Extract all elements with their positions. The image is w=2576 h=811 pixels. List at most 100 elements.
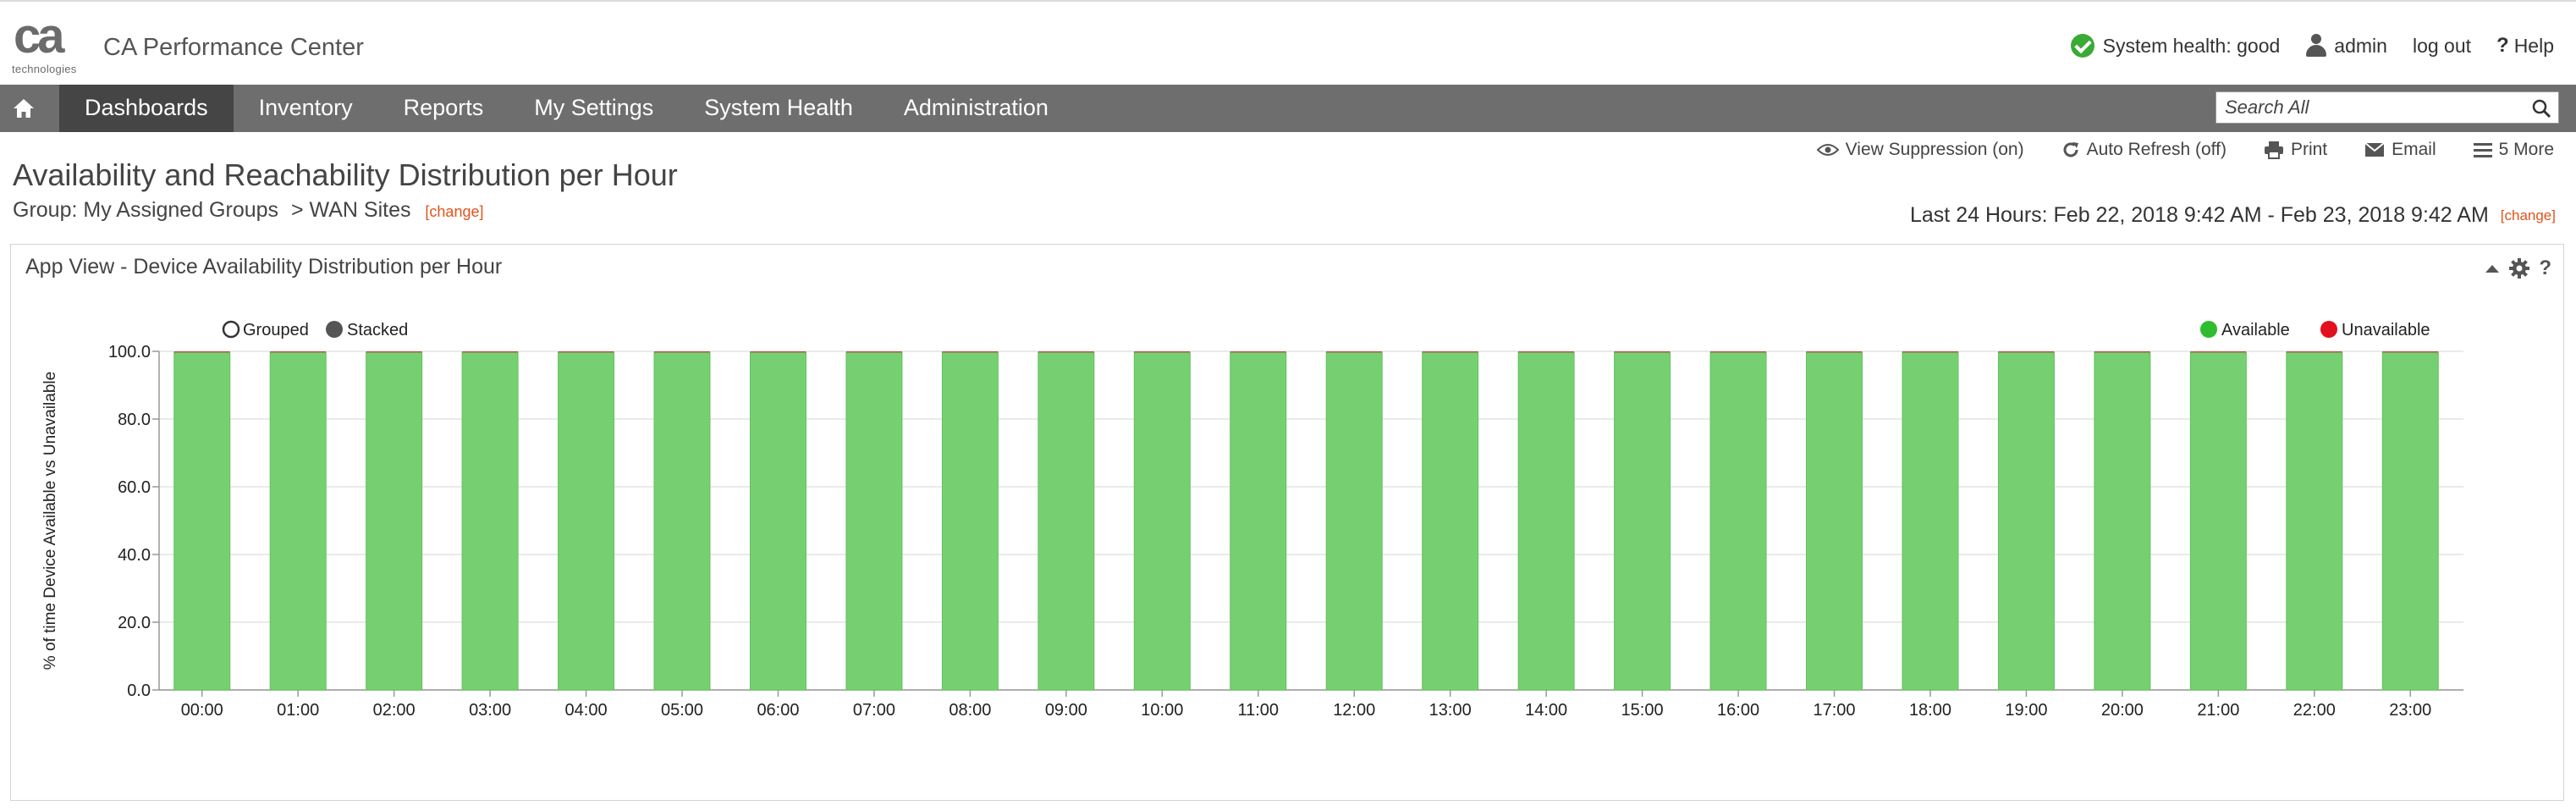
bar-available[interactable] bbox=[173, 351, 231, 691]
bar-available[interactable] bbox=[1038, 351, 1095, 691]
x-tick-label: 21:00 bbox=[2197, 701, 2239, 720]
view-suppression-button[interactable]: View Suppression (on) bbox=[1816, 140, 2024, 160]
nav-tab-reports[interactable]: Reports bbox=[403, 95, 484, 120]
home-icon bbox=[14, 99, 34, 118]
nav-tab-my-settings[interactable]: My Settings bbox=[534, 95, 654, 120]
x-tick-label: 05:00 bbox=[661, 701, 703, 720]
legend-available-swatch bbox=[2200, 321, 2217, 338]
bar-available[interactable] bbox=[1997, 351, 2055, 691]
bar-available[interactable] bbox=[2189, 351, 2247, 691]
time-range: Last 24 Hours: Feb 22, 2018 9:42 AM - Fe… bbox=[1910, 203, 2556, 228]
bar-available[interactable] bbox=[558, 351, 615, 691]
help-link[interactable]: ? Help bbox=[2496, 34, 2554, 58]
bar-available[interactable] bbox=[845, 351, 903, 691]
group-label: Group: My Assigned Groups bbox=[13, 198, 279, 222]
auto-refresh-button[interactable]: Auto Refresh (off) bbox=[2061, 140, 2226, 160]
bar-available[interactable] bbox=[1230, 351, 1287, 691]
print-button[interactable]: Print bbox=[2264, 140, 2327, 160]
group-change-link[interactable]: [change] bbox=[425, 203, 484, 220]
y-tick-label: 60.0 bbox=[118, 478, 151, 497]
bar-unavailable[interactable] bbox=[1806, 351, 1863, 353]
bar-available[interactable] bbox=[1133, 351, 1191, 691]
bar-unavailable[interactable] bbox=[1518, 351, 1575, 353]
legend-unavailable-label[interactable]: Unavailable bbox=[2342, 321, 2430, 339]
search-input[interactable] bbox=[2216, 92, 2514, 123]
bar-unavailable[interactable] bbox=[1038, 351, 1094, 353]
y-tick-label: 20.0 bbox=[118, 614, 151, 632]
more-menu-button[interactable]: 5 More bbox=[2473, 140, 2554, 160]
bar-available[interactable] bbox=[653, 351, 711, 691]
bar-available[interactable] bbox=[1709, 351, 1767, 691]
bar-available[interactable] bbox=[1517, 351, 1575, 691]
bar-unavailable[interactable] bbox=[1614, 351, 1671, 353]
bar-unavailable[interactable] bbox=[654, 351, 711, 353]
bar-available[interactable] bbox=[1422, 351, 1479, 691]
health-check-icon bbox=[2070, 34, 2094, 58]
nav-tab-dashboards[interactable]: Dashboards bbox=[59, 85, 234, 132]
bar-available[interactable] bbox=[1614, 351, 1671, 691]
y-tick-label: 80.0 bbox=[118, 411, 151, 429]
bar-unavailable[interactable] bbox=[1902, 351, 1958, 353]
bar-available[interactable] bbox=[2094, 351, 2151, 691]
bar-unavailable[interactable] bbox=[750, 351, 806, 353]
bar-unavailable[interactable] bbox=[1326, 351, 1383, 353]
x-tick-label: 04:00 bbox=[565, 701, 608, 720]
x-tick-label: 11:00 bbox=[1237, 701, 1279, 720]
page-toolbar: View Suppression (on) Auto Refresh (off)… bbox=[1780, 137, 2554, 163]
search-icon[interactable] bbox=[2531, 98, 2551, 119]
email-button[interactable]: Email bbox=[2364, 140, 2436, 160]
x-tick-label: 15:00 bbox=[1621, 701, 1664, 720]
nav-tab-administration[interactable]: Administration bbox=[903, 95, 1049, 120]
bar-unavailable[interactable] bbox=[173, 351, 230, 353]
ca-logo[interactable]: ca technologies bbox=[12, 12, 85, 76]
bar-available[interactable] bbox=[2286, 351, 2343, 691]
bar-unavailable[interactable] bbox=[942, 351, 999, 353]
bar-unavailable[interactable] bbox=[2382, 351, 2439, 353]
search-box bbox=[2215, 91, 2559, 124]
user-menu[interactable]: admin bbox=[2305, 34, 2387, 58]
stacked-radio[interactable] bbox=[326, 321, 343, 338]
bar-unavailable[interactable] bbox=[462, 351, 519, 353]
page-title: Availability and Reachability Distributi… bbox=[13, 157, 678, 192]
nav-tab-system-health[interactable]: System Health bbox=[704, 95, 853, 120]
bar-unavailable[interactable] bbox=[366, 351, 422, 353]
bar-available[interactable] bbox=[366, 351, 423, 691]
group-breadcrumb: Group: My Assigned Groups > WAN Sites [c… bbox=[13, 198, 483, 223]
bar-unavailable[interactable] bbox=[1230, 351, 1286, 353]
bar-available[interactable] bbox=[941, 351, 999, 691]
bar-available[interactable] bbox=[1325, 351, 1383, 691]
system-health-link[interactable]: System health: good bbox=[2070, 34, 2280, 58]
home-button[interactable] bbox=[0, 85, 47, 132]
bar-unavailable[interactable] bbox=[845, 351, 902, 353]
bar-available[interactable] bbox=[2381, 351, 2439, 691]
grouped-radio[interactable] bbox=[222, 320, 240, 339]
collapse-icon[interactable] bbox=[2485, 262, 2500, 274]
gear-icon[interactable] bbox=[2508, 257, 2530, 279]
x-tick-label: 03:00 bbox=[469, 701, 511, 720]
logo-mark: ca bbox=[14, 8, 64, 63]
panel-title: App View - Device Availability Distribut… bbox=[25, 255, 503, 279]
bar-unavailable[interactable] bbox=[1134, 351, 1191, 353]
logout-link[interactable]: log out bbox=[2413, 35, 2471, 58]
time-range-label: Last 24 Hours: Feb 22, 2018 9:42 AM - Fe… bbox=[1910, 203, 2489, 227]
bar-unavailable[interactable] bbox=[2190, 351, 2247, 353]
bar-available[interactable] bbox=[749, 351, 806, 691]
panel-help-icon[interactable]: ? bbox=[2539, 257, 2551, 279]
bar-unavailable[interactable] bbox=[1710, 351, 1767, 353]
bar-unavailable[interactable] bbox=[2094, 351, 2150, 353]
bar-available[interactable] bbox=[269, 351, 327, 691]
bar-unavailable[interactable] bbox=[1998, 351, 2055, 353]
bar-unavailable[interactable] bbox=[2286, 351, 2342, 353]
panel-tools: ? bbox=[2485, 257, 2551, 280]
bar-available[interactable] bbox=[1902, 351, 1959, 691]
eye-icon bbox=[1816, 144, 1839, 156]
bar-unavailable[interactable] bbox=[558, 351, 614, 353]
bar-unavailable[interactable] bbox=[1422, 351, 1478, 353]
nav-tab-inventory[interactable]: Inventory bbox=[258, 95, 353, 120]
bar-unavailable[interactable] bbox=[270, 351, 327, 353]
bar-available[interactable] bbox=[461, 351, 519, 691]
legend-available-label[interactable]: Available bbox=[2221, 321, 2290, 339]
group-path: > WAN Sites bbox=[291, 198, 411, 222]
time-change-link[interactable]: [change] bbox=[2500, 207, 2556, 223]
bar-available[interactable] bbox=[1806, 351, 1863, 691]
